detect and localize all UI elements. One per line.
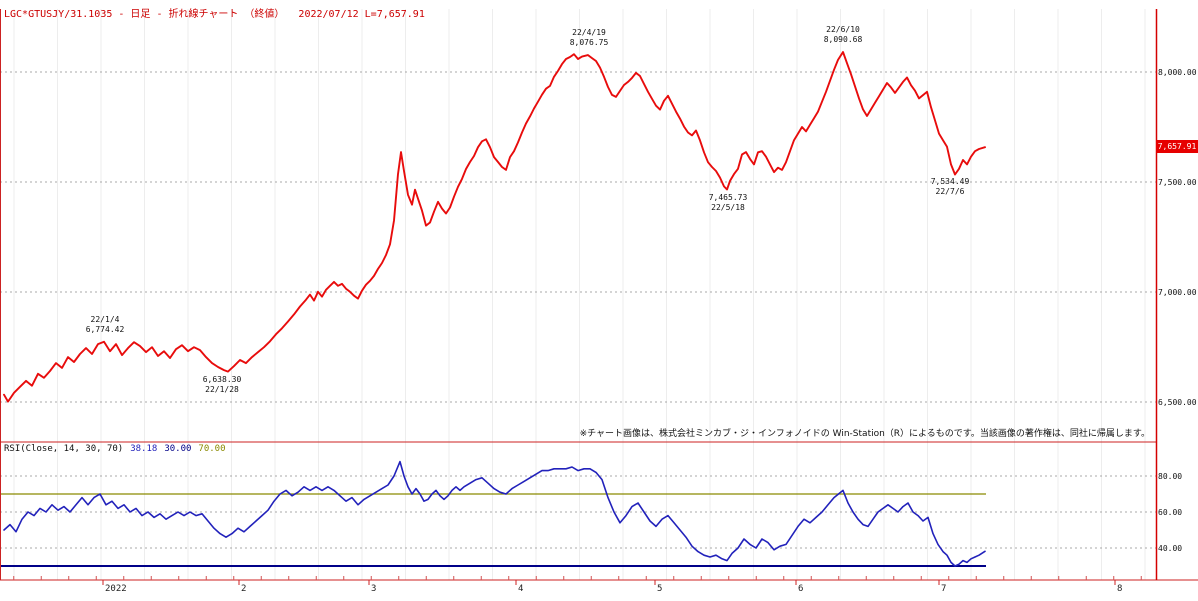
x-axis-label: 7 — [941, 584, 947, 594]
rsi-upper-band-value: 70.00 — [198, 444, 226, 454]
rsi-lower-band-value: 30.00 — [164, 444, 192, 454]
session-info: 2022/07/12 L=7,657.91 — [298, 9, 425, 20]
rsi-indicator-header: RSI(Close, 14, 30, 70) 38.18 30.00 70.00 — [4, 444, 226, 454]
y-axis-label: 8,000.00 — [1158, 68, 1197, 77]
price-line — [3, 51, 986, 403]
price-annotation: 7,534.49 22/7/6 — [908, 177, 992, 197]
annotation-text: 7,534.49 — [930, 177, 970, 187]
x-axis-label: 5 — [657, 584, 663, 594]
annotation-text: 8,076.75 — [569, 38, 609, 48]
price-annotation: 6,638.30 22/1/28 — [180, 375, 264, 395]
annotation-text: 6,774.42 — [85, 324, 125, 334]
annotation-text: 22/1/4 — [90, 314, 120, 324]
price-annotation: 22/6/10 8,090.68 — [801, 25, 885, 45]
annotation-text: 22/7/6 — [935, 187, 965, 197]
chart-title: LGC*GTUSJY/31.1035 - 日足 - 折れ線チャート （終値） — [4, 9, 285, 20]
annotation-text: 22/5/18 — [711, 202, 745, 212]
x-axis-label: 2 — [241, 584, 247, 594]
rsi-current-value: 38.18 — [130, 444, 158, 454]
chart-header: LGC*GTUSJY/31.1035 - 日足 - 折れ線チャート （終値） 20… — [4, 5, 425, 20]
price-annotation: 7,465.73 22/5/18 — [686, 193, 770, 213]
y-axis-label: 60.00 — [1158, 508, 1183, 517]
annotation-text: 7,465.73 — [708, 192, 748, 202]
y-axis-label: 7,500.00 — [1158, 178, 1197, 187]
x-axis-label: 8 — [1117, 584, 1123, 594]
copyright-note: ※チャート画像は、株式会社ミンカブ・ジ・インフォノイドの Win-Station… — [579, 429, 1150, 439]
y-axis-label: 80.00 — [1158, 472, 1183, 481]
last-price-badge: 7,657.91 — [1156, 140, 1198, 153]
annotation-text: 22/6/10 — [826, 25, 860, 35]
rsi-indicator-label: RSI(Close, 14, 30, 70) — [4, 444, 124, 454]
annotation-text: 22/4/19 — [572, 28, 606, 38]
x-axis-label: 3 — [371, 584, 377, 594]
price-annotation: 22/4/19 8,076.75 — [547, 28, 631, 48]
annotation-text: 22/1/28 — [205, 384, 239, 394]
x-axis-label: 4 — [518, 584, 524, 594]
annotation-text: 6,638.30 — [202, 374, 242, 384]
annotation-text: 8,090.68 — [823, 35, 863, 45]
x-axis-label: 6 — [798, 584, 804, 594]
y-axis-label: 6,500.00 — [1158, 398, 1197, 407]
rsi-line — [3, 460, 986, 567]
x-axis-label: 2022 — [105, 584, 127, 594]
y-axis-label: 40.00 — [1158, 544, 1183, 553]
price-annotation: 22/1/4 6,774.42 — [63, 315, 147, 335]
y-axis-label: 7,000.00 — [1158, 288, 1197, 297]
